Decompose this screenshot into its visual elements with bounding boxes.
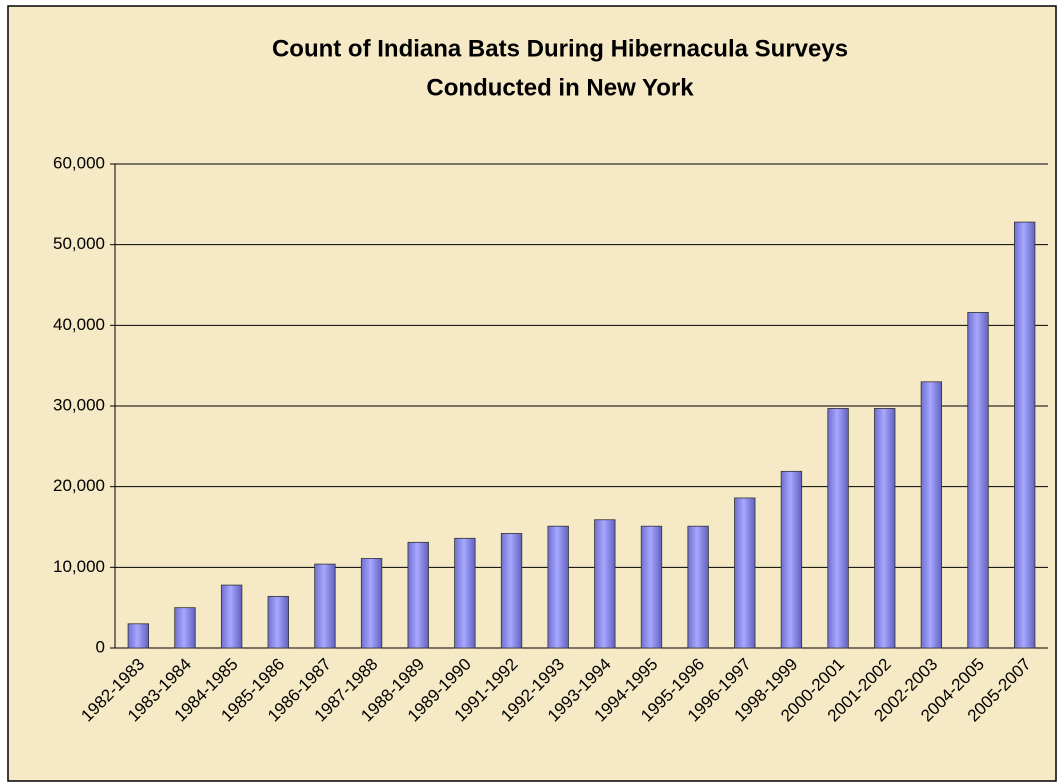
chart-frame	[7, 5, 1057, 782]
bar	[967, 312, 989, 649]
y-tick-label: 10,000	[53, 557, 105, 576]
y-tick-label: 60,000	[53, 153, 105, 172]
bar	[220, 584, 243, 649]
bar	[267, 595, 289, 649]
bar	[734, 497, 756, 649]
chart-title: Count of Indiana Bats During Hibernacula…	[272, 35, 848, 62]
y-tick-label: 0	[96, 637, 105, 656]
bar	[1014, 221, 1036, 649]
bar	[127, 623, 149, 649]
bar	[407, 541, 429, 649]
chart-title: Conducted in New York	[426, 74, 694, 101]
bar	[687, 525, 709, 649]
bar	[594, 519, 616, 649]
bar	[500, 533, 523, 649]
bar	[827, 408, 849, 649]
bar	[920, 381, 943, 649]
y-tick-label: 20,000	[53, 476, 105, 495]
bar	[780, 470, 803, 649]
y-tick-label: 30,000	[53, 395, 105, 414]
bar	[174, 607, 196, 649]
bar	[874, 408, 896, 649]
bar	[454, 537, 476, 649]
bar	[360, 558, 383, 649]
y-tick-label: 50,000	[53, 234, 105, 253]
bar	[640, 525, 663, 649]
bar	[547, 525, 569, 649]
bar	[314, 563, 336, 649]
y-tick-label: 40,000	[53, 315, 105, 334]
